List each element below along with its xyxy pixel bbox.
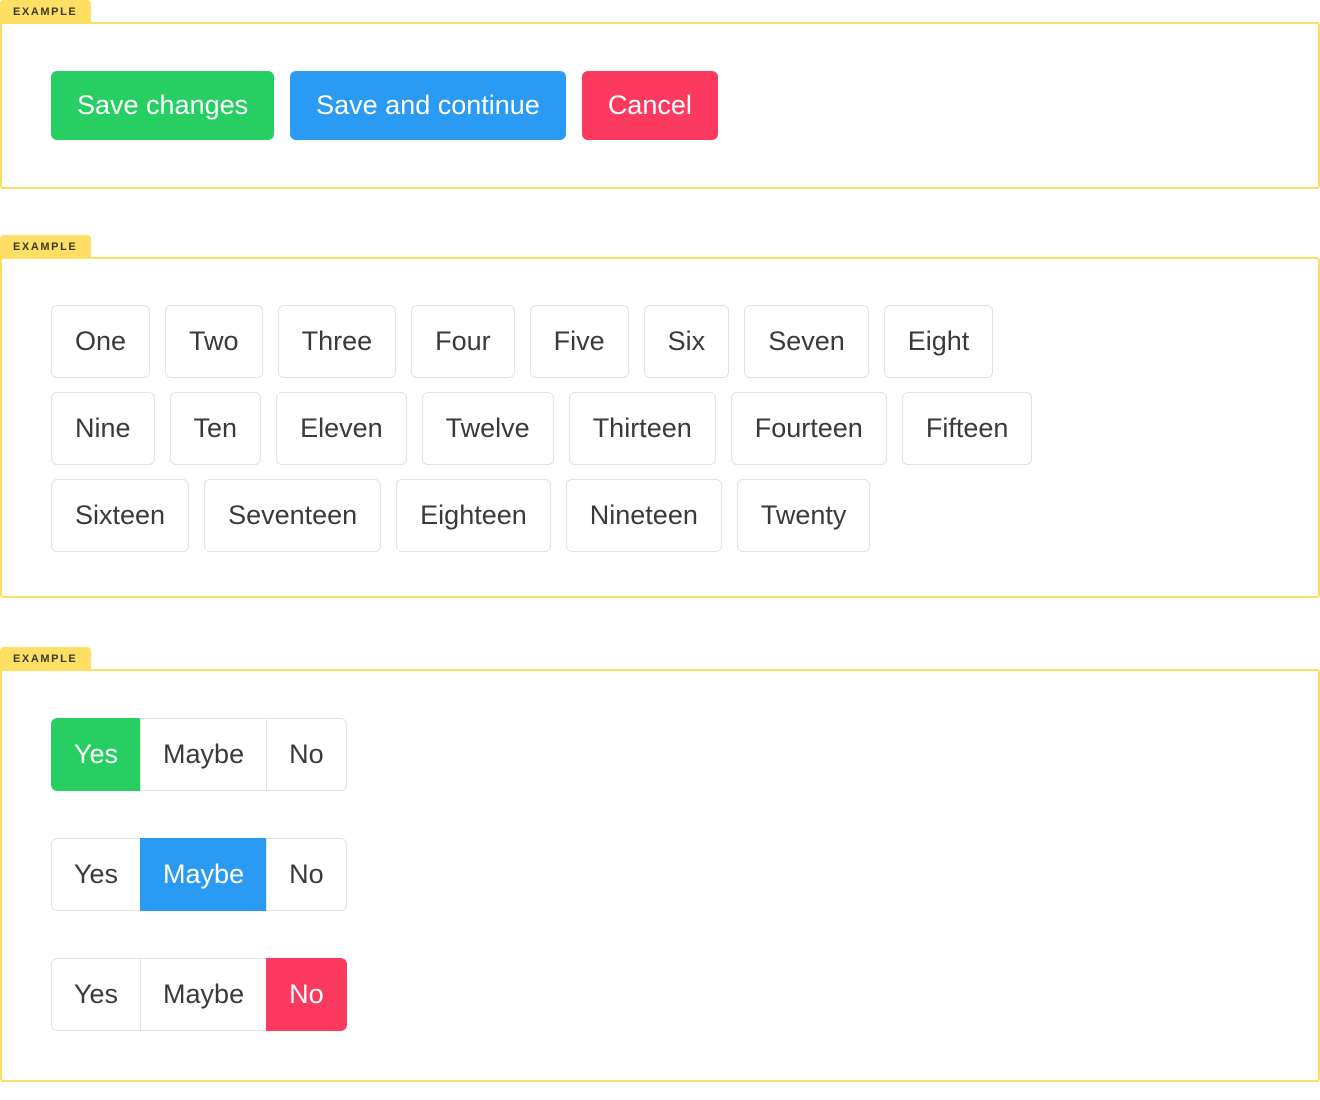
number-button-grid: One Two Three Four Five Six Seven Eight … — [2, 259, 1318, 596]
number-button-two[interactable]: Two — [165, 305, 263, 379]
number-button-seven[interactable]: Seven — [744, 305, 869, 379]
number-button-seventeen[interactable]: Seventeen — [204, 479, 382, 553]
number-button-thirteen[interactable]: Thirteen — [568, 392, 716, 466]
action-button-row: Save changes Save and continue Cancel — [2, 24, 1318, 187]
number-button-ten[interactable]: Ten — [169, 392, 262, 466]
number-button-row: Sixteen Seventeen Eighteen Nineteen Twen… — [51, 479, 1318, 553]
segment-yes[interactable]: Yes — [51, 838, 141, 912]
segmented-control-stack: Yes Maybe No Yes Maybe No Yes Maybe No — [2, 671, 1318, 1080]
example-tab-label: EXAMPLE — [0, 647, 92, 671]
number-button-eight[interactable]: Eight — [883, 305, 994, 379]
number-button-row: Nine Ten Eleven Twelve Thirteen Fourteen… — [51, 392, 1318, 466]
example-tab-label: EXAMPLE — [0, 0, 92, 24]
number-button-sixteen[interactable]: Sixteen — [51, 479, 190, 553]
number-button-twenty[interactable]: Twenty — [736, 479, 871, 553]
number-button-row: One Two Three Four Five Six Seven Eight — [51, 305, 1318, 379]
segment-maybe[interactable]: Maybe — [140, 958, 267, 1032]
segment-maybe[interactable]: Maybe — [140, 718, 267, 792]
save-changes-button[interactable]: Save changes — [51, 71, 275, 141]
example-tab-label: EXAMPLE — [0, 235, 92, 259]
segment-no[interactable]: No — [266, 838, 347, 912]
number-button-five[interactable]: Five — [529, 305, 629, 379]
segmented-control-blue: Yes Maybe No — [51, 838, 347, 912]
segment-no[interactable]: No — [266, 958, 347, 1032]
number-button-nineteen[interactable]: Nineteen — [565, 479, 722, 553]
number-button-fourteen[interactable]: Fourteen — [730, 392, 887, 466]
segment-no[interactable]: No — [266, 718, 347, 792]
cancel-button[interactable]: Cancel — [581, 71, 718, 141]
section-spacer — [0, 189, 1320, 235]
segment-maybe[interactable]: Maybe — [140, 838, 267, 912]
example-body-number-grid: One Two Three Four Five Six Seven Eight … — [0, 257, 1320, 599]
example-block-segmented-controls: EXAMPLE Yes Maybe No Yes Maybe No Yes Ma — [0, 647, 1320, 1083]
number-button-eleven[interactable]: Eleven — [276, 392, 407, 466]
number-button-twelve[interactable]: Twelve — [421, 392, 554, 466]
number-button-fifteen[interactable]: Fifteen — [901, 392, 1033, 466]
number-button-four[interactable]: Four — [411, 305, 515, 379]
example-block-number-grid: EXAMPLE One Two Three Four Five Six Seve… — [0, 235, 1320, 599]
number-button-nine[interactable]: Nine — [51, 392, 155, 466]
example-body-segmented-controls: Yes Maybe No Yes Maybe No Yes Maybe No — [0, 669, 1320, 1083]
example-body-buttons: Save changes Save and continue Cancel — [0, 22, 1320, 190]
number-button-six[interactable]: Six — [643, 305, 730, 379]
number-button-one[interactable]: One — [51, 305, 151, 379]
example-block-buttons: EXAMPLE Save changes Save and continue C… — [0, 0, 1320, 190]
segmented-control-red: Yes Maybe No — [51, 958, 347, 1032]
section-spacer — [0, 598, 1320, 647]
segment-yes[interactable]: Yes — [51, 718, 141, 792]
number-button-eighteen[interactable]: Eighteen — [396, 479, 551, 553]
segment-yes[interactable]: Yes — [51, 958, 141, 1032]
number-button-three[interactable]: Three — [277, 305, 397, 379]
segmented-control-green: Yes Maybe No — [51, 718, 347, 792]
save-and-continue-button[interactable]: Save and continue — [290, 71, 566, 141]
